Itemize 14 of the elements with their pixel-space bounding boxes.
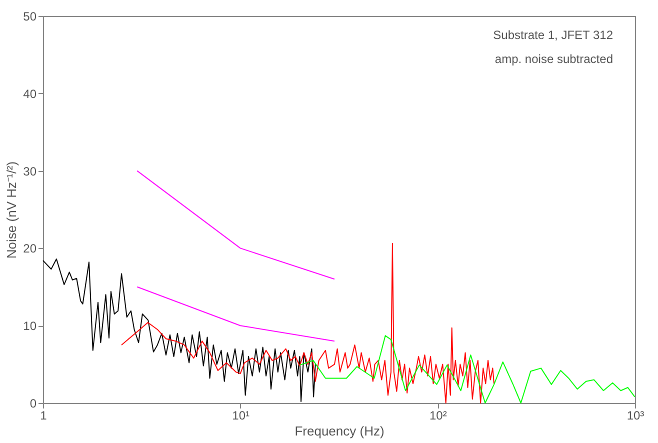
x-axis-title: Frequency (Hz) — [294, 424, 384, 438]
y-axis-title: Noise (nV Hz⁻¹/²) — [4, 161, 20, 259]
x-tick-label: 10² — [429, 408, 447, 422]
y-tick-label: 20 — [23, 242, 37, 256]
y-tick-label: 50 — [23, 10, 37, 24]
x-tick-label: 1 — [40, 408, 48, 422]
y-tick-label: 30 — [23, 164, 37, 178]
y-tick-label: 40 — [23, 86, 37, 101]
x-tick-label: 10³ — [626, 408, 644, 422]
y-tick-label: 0 — [30, 396, 37, 410]
annotation: Substrate 1, JFET 312 — [493, 28, 614, 42]
y-tick-label: 10 — [23, 319, 37, 334]
x-tick-label: 10¹ — [232, 408, 250, 422]
annotation: amp. noise subtracted — [494, 52, 613, 66]
